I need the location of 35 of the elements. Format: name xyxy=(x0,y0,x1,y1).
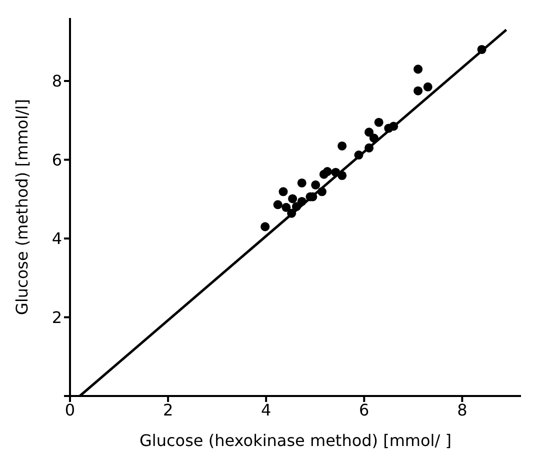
point xyxy=(287,208,296,218)
x-tick-label: 8 xyxy=(457,400,468,420)
y-tick-label: 8 xyxy=(52,72,62,91)
point xyxy=(288,194,298,204)
point xyxy=(477,44,486,54)
point xyxy=(322,167,332,176)
y-axis-title: Glucose (method) [mmol/l] xyxy=(12,99,32,315)
point xyxy=(292,202,301,212)
point xyxy=(364,143,374,152)
x-tick-label: 0 xyxy=(64,400,76,420)
point xyxy=(423,82,432,92)
x-tick-label: 4 xyxy=(260,400,272,420)
point xyxy=(311,180,320,190)
x-tick-label: 6 xyxy=(359,400,370,420)
y-tick-label: 4 xyxy=(52,229,62,248)
point xyxy=(338,170,347,180)
y-tick-label: 6 xyxy=(52,150,62,170)
point xyxy=(374,118,384,127)
y-tick-label: 2 xyxy=(52,308,62,327)
point xyxy=(297,196,306,206)
point xyxy=(338,141,347,150)
point xyxy=(282,202,291,212)
point xyxy=(389,122,398,131)
point xyxy=(364,128,374,137)
point xyxy=(414,86,423,96)
point xyxy=(369,134,378,143)
point xyxy=(297,178,306,188)
point xyxy=(273,200,282,210)
point xyxy=(278,187,288,196)
point xyxy=(414,64,423,74)
point xyxy=(354,150,364,160)
point xyxy=(317,187,326,196)
x-tick-label: 2 xyxy=(162,400,174,420)
point xyxy=(260,222,270,232)
x-axis-title: Glucose (hexokinase method) [mmol/ ] xyxy=(140,431,452,450)
